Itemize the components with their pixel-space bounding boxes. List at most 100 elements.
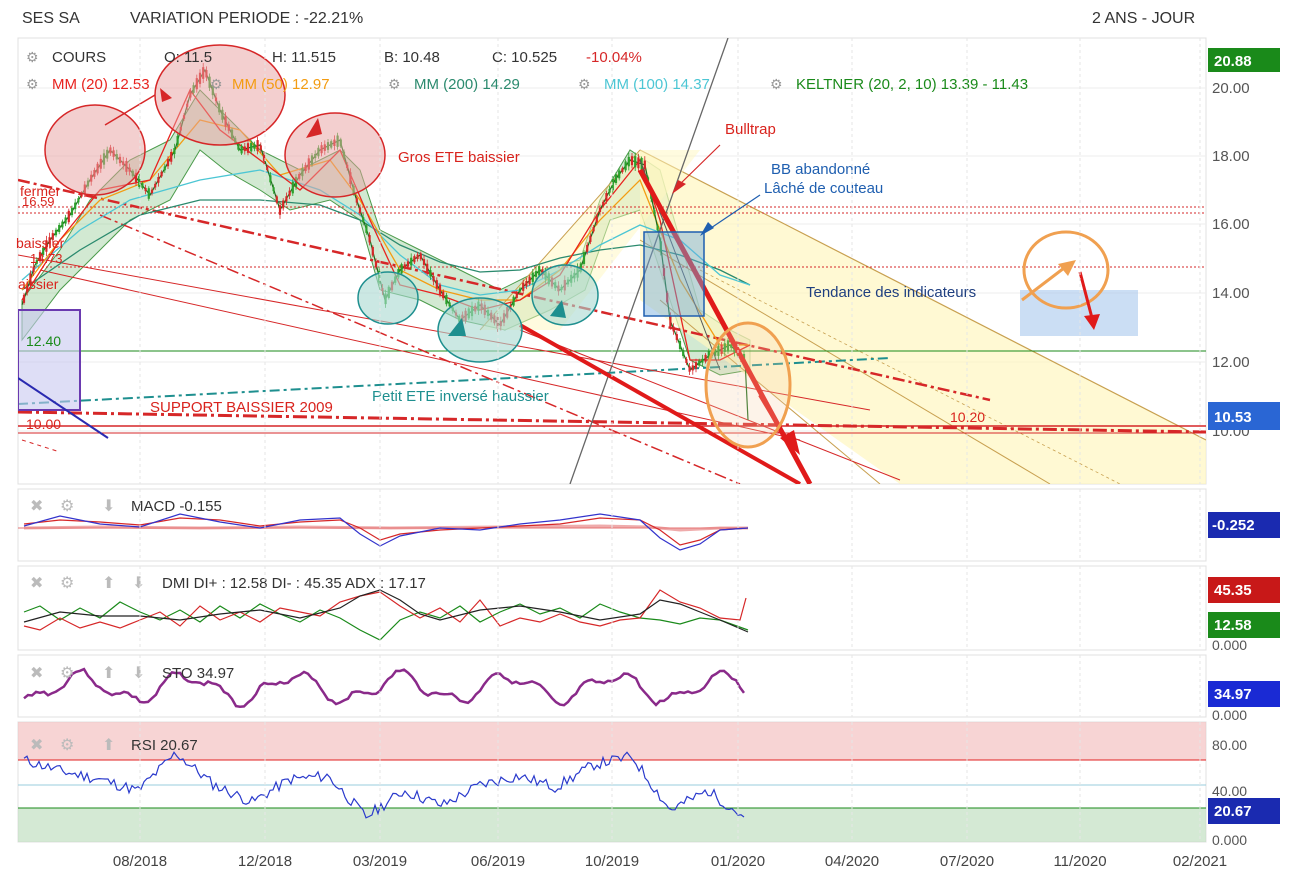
close-icon[interactable]: ✖ xyxy=(30,498,43,515)
candle xyxy=(278,205,282,215)
candle xyxy=(637,157,640,169)
fermer-label: fermer xyxy=(20,183,61,199)
candle xyxy=(528,276,531,285)
gear-icon[interactable]: ⚙ xyxy=(26,76,39,92)
candle xyxy=(429,270,432,277)
candle xyxy=(42,247,45,256)
price-tick: 18.00 xyxy=(1212,148,1250,165)
change-value: -10.04% xyxy=(586,49,642,66)
arrow-up-icon[interactable]: ⬆ xyxy=(102,737,115,754)
level-1659-label: 16.59 xyxy=(22,194,55,209)
candle xyxy=(723,343,726,352)
candle xyxy=(237,143,240,150)
legend-row-2: ⚙ MM (20) 12.53 ⚙ MM (50) 12.97 ⚙ MM (20… xyxy=(26,76,1028,93)
candle xyxy=(35,260,38,264)
candle xyxy=(707,351,710,361)
level-1473-label: 14.73 xyxy=(30,251,63,266)
candle xyxy=(371,246,374,256)
arrow-down-icon[interactable]: ⬇ xyxy=(132,575,145,592)
gear-icon[interactable]: ⚙ xyxy=(26,49,39,65)
arrow-down-icon[interactable]: ⬇ xyxy=(102,498,115,515)
gear-icon[interactable]: ⚙ xyxy=(578,76,591,92)
candle xyxy=(22,294,26,303)
gear-icon[interactable]: ⚙ xyxy=(770,76,783,92)
close-icon[interactable]: ✖ xyxy=(30,665,43,682)
candle xyxy=(253,144,256,149)
candle xyxy=(515,293,518,298)
price-tick: 14.00 xyxy=(1212,285,1250,302)
candle xyxy=(592,226,595,232)
last-close-tag: 10.53 xyxy=(1214,409,1252,426)
candle xyxy=(246,143,250,153)
bb-abandon-label: BB abandonné xyxy=(771,161,870,178)
level-1240-label: 12.40 xyxy=(26,333,61,349)
low-value: B: 10.48 xyxy=(384,49,440,66)
gear-icon[interactable]: ⚙ xyxy=(60,737,74,754)
rsi-tick-0: 0.000 xyxy=(1212,832,1247,848)
candle xyxy=(701,358,704,363)
candle xyxy=(365,225,368,233)
candle xyxy=(685,358,688,364)
candle xyxy=(163,166,166,171)
candle xyxy=(621,168,624,172)
arrow-up-icon[interactable]: ⬆ xyxy=(102,665,115,682)
gear-icon[interactable]: ⚙ xyxy=(60,498,74,515)
gear-icon[interactable]: ⚙ xyxy=(60,575,74,592)
main-price-panel: Gros ETE baissier Bulltrap BB abandonné … xyxy=(16,37,1280,485)
candle xyxy=(650,193,653,199)
candle xyxy=(150,189,154,194)
macd-panel: ✖ ⚙ ⬇ MACD -0.155 -0.252 xyxy=(17,488,1280,562)
price-tick: 12.00 xyxy=(1212,354,1250,371)
candle xyxy=(170,151,173,162)
candle xyxy=(154,183,157,188)
gear-icon[interactable]: ⚙ xyxy=(210,76,223,92)
candle xyxy=(285,196,288,202)
date-tick: 12/2018 xyxy=(238,853,292,870)
candle xyxy=(531,272,534,282)
candle xyxy=(61,221,64,228)
candle xyxy=(582,252,586,264)
dmi-title: DMI DI+ : 12.58 DI- : 45.35 ADX : 17.17 xyxy=(162,575,426,592)
candle xyxy=(403,264,406,269)
rsi-tag: 20.67 xyxy=(1214,803,1252,820)
candle xyxy=(45,240,48,252)
gear-icon[interactable]: ⚙ xyxy=(388,76,401,92)
arrow-up-icon[interactable]: ⬆ xyxy=(102,575,115,592)
candle xyxy=(240,145,243,154)
mm50-legend: MM (50) 12.97 xyxy=(232,76,330,93)
candle xyxy=(435,280,438,289)
candle xyxy=(614,174,618,184)
mm200-legend: MM (200) 14.29 xyxy=(414,76,520,93)
candle xyxy=(522,282,525,291)
candle xyxy=(406,261,410,267)
candle xyxy=(266,166,269,171)
date-tick: 02/2021 xyxy=(1173,853,1227,870)
close-icon[interactable]: ✖ xyxy=(30,737,43,754)
level-1000-label: 10.00 xyxy=(26,416,61,432)
close-icon[interactable]: ✖ xyxy=(30,575,43,592)
candle xyxy=(512,296,515,306)
candle xyxy=(714,349,717,356)
candle xyxy=(691,365,694,371)
candle xyxy=(438,284,442,296)
legend-row-1: ⚙ COURS O: 11.5 H: 11.515 B: 10.48 C: 10… xyxy=(26,49,642,66)
candle xyxy=(618,170,621,179)
arrow-down-icon[interactable]: ⬇ xyxy=(132,665,145,682)
candle xyxy=(704,354,707,362)
candle xyxy=(627,156,630,167)
petit-ete-label: Petit ETE inversé haussier xyxy=(372,388,549,405)
dmi-minus-tag: 45.35 xyxy=(1214,582,1252,599)
dmi-panel: ✖ ⚙ ⬆ ⬇ DMI DI+ : 12.58 DI- : 45.35 ADX … xyxy=(17,565,1280,653)
candle xyxy=(26,285,29,293)
price-tick: 20.00 xyxy=(1212,80,1250,97)
candle xyxy=(134,172,138,183)
candle xyxy=(726,340,730,352)
level-1020-label: 10.20 xyxy=(950,409,985,425)
candle xyxy=(64,217,67,224)
candle xyxy=(675,334,678,340)
period-selector[interactable]: 2 ANS - JOUR xyxy=(1092,10,1196,27)
gear-icon[interactable]: ⚙ xyxy=(60,665,74,682)
date-tick: 11/2020 xyxy=(1053,853,1106,870)
